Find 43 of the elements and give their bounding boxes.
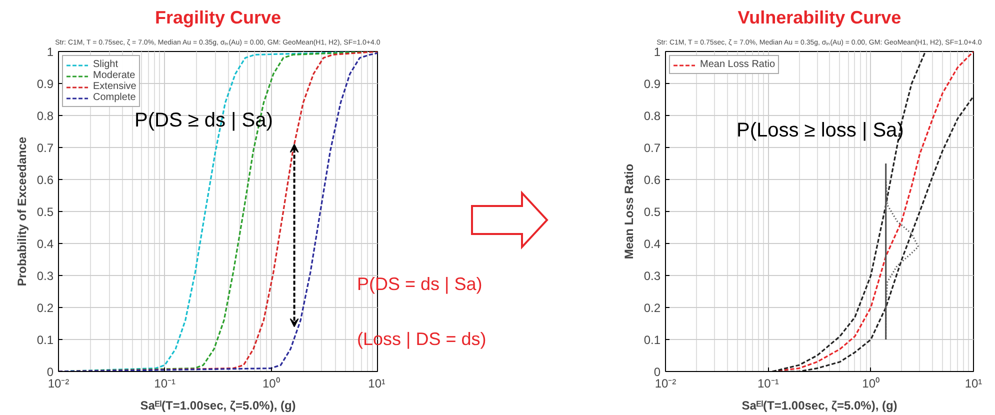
y-tick-label: 0 xyxy=(654,365,661,379)
y-tick-label: 1 xyxy=(46,45,54,59)
y-tick-label: 0.2 xyxy=(644,301,661,315)
x-tick-label: 10⁰ xyxy=(262,376,280,390)
y-tick-label: 0.9 xyxy=(36,77,54,91)
y-axis-title: Probability of Exceedance xyxy=(14,136,29,286)
y-tick-label: 0.3 xyxy=(36,269,54,283)
x-tick-label: 10¹ xyxy=(368,376,386,390)
x-tick-label: 10¹ xyxy=(964,376,982,390)
x-tick-label: 10⁻¹ xyxy=(757,376,779,390)
y-tick-label: 0.1 xyxy=(36,333,54,347)
x-tick-label: 10⁻² xyxy=(654,376,676,390)
y-tick-label: 0.9 xyxy=(644,77,661,91)
legend-label: Complete xyxy=(93,92,136,103)
x-tick-label: 10⁻² xyxy=(48,376,70,390)
y-tick-label: 0.4 xyxy=(36,237,54,251)
y-tick-label: 0.5 xyxy=(644,205,661,219)
y-tick-label: 0.8 xyxy=(36,109,54,123)
chart-title: Vulnerability Curve xyxy=(738,8,902,28)
y-tick-label: 0.3 xyxy=(644,269,661,283)
legend-label: Mean Loss Ratio xyxy=(700,59,776,70)
y-tick-label: 0.8 xyxy=(644,109,661,123)
x-tick-label: 10⁻¹ xyxy=(154,376,176,390)
y-tick-label: 0.4 xyxy=(644,237,661,251)
legend-label: Extensive xyxy=(93,81,136,92)
annotation: P(Loss ≥ loss | Sa) xyxy=(736,120,904,142)
chart-title: Fragility Curve xyxy=(154,8,282,28)
x-axis-title: Saᴱˡ(T=1.00sec, ζ=5.0%), (g) xyxy=(140,398,296,412)
y-tick-label: 0.7 xyxy=(36,141,54,155)
y-tick-label: 0.6 xyxy=(644,173,661,187)
y-tick-label: 0.7 xyxy=(644,141,661,155)
x-tick-label: 10⁰ xyxy=(862,376,880,390)
x-axis-title: Saᴱˡ(T=1.00sec, ζ=5.0%), (g) xyxy=(742,398,898,412)
y-tick-label: 0.6 xyxy=(36,173,54,187)
annotation: P(DS ≥ ds | Sa) xyxy=(134,110,273,132)
y-tick-label: 1 xyxy=(654,45,661,59)
y-axis-title: Mean Loss Ratio xyxy=(622,164,636,260)
y-tick-label: 0.2 xyxy=(36,301,54,315)
y-tick-label: 0.5 xyxy=(36,205,54,219)
legend-label: Moderate xyxy=(93,70,136,81)
legend-label: Slight xyxy=(93,59,118,70)
y-tick-label: 0.1 xyxy=(644,333,661,347)
y-tick-label: 0 xyxy=(46,365,54,379)
